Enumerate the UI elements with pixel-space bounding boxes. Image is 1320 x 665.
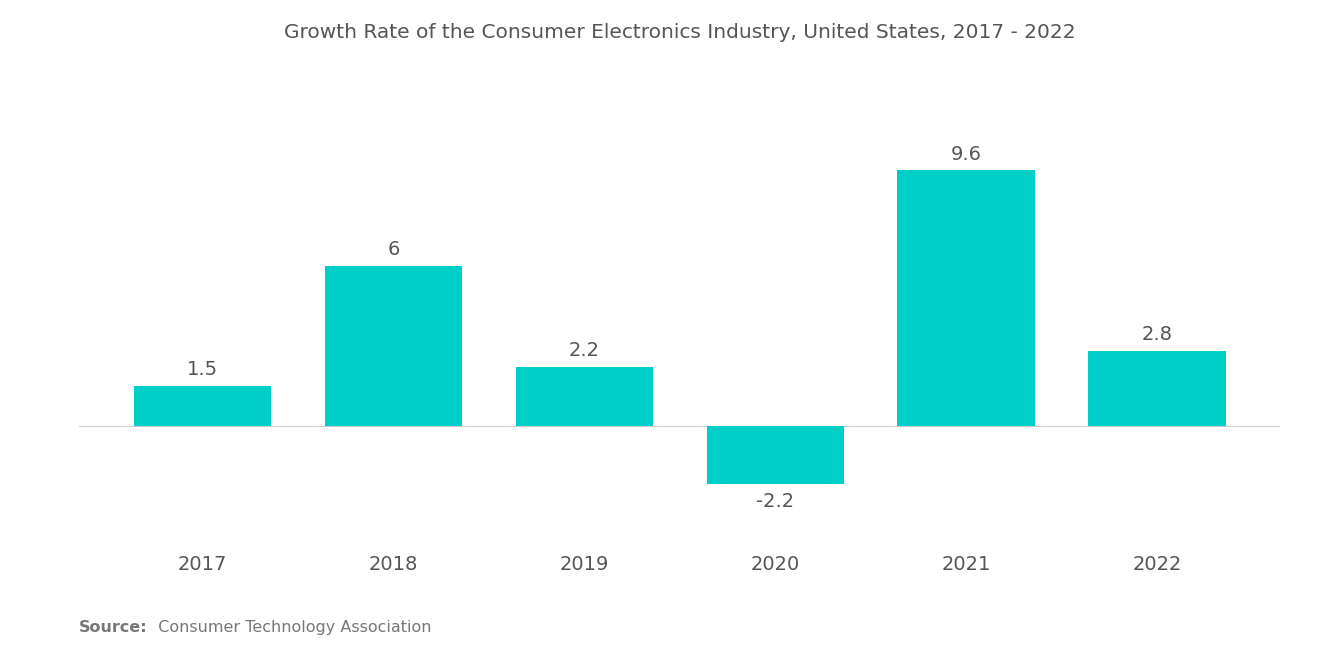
Text: 6: 6 <box>387 240 400 259</box>
Bar <box>706 426 843 484</box>
Bar <box>1089 351 1226 426</box>
Bar <box>898 170 1035 426</box>
Title: Growth Rate of the Consumer Electronics Industry, United States, 2017 - 2022: Growth Rate of the Consumer Electronics … <box>284 23 1076 42</box>
Text: Consumer Technology Association: Consumer Technology Association <box>148 620 432 635</box>
Text: 2.2: 2.2 <box>569 341 599 360</box>
Text: 2.8: 2.8 <box>1142 325 1172 344</box>
Bar <box>516 367 653 426</box>
Bar <box>133 386 271 426</box>
Text: -2.2: -2.2 <box>756 492 795 511</box>
Text: 1.5: 1.5 <box>187 360 218 379</box>
Bar <box>325 266 462 426</box>
Text: 9.6: 9.6 <box>950 144 982 164</box>
Text: Source:: Source: <box>79 620 148 635</box>
